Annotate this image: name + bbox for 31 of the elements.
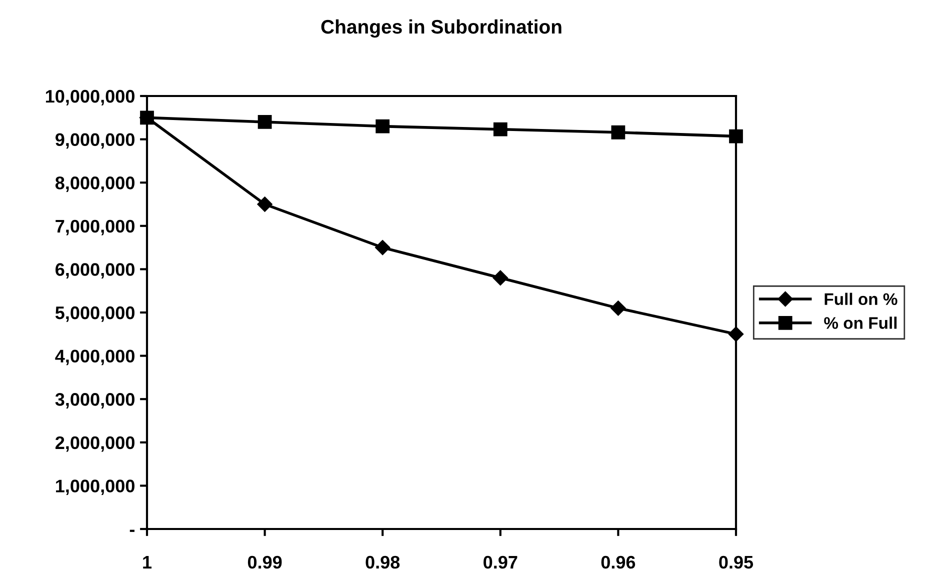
point: [728, 326, 744, 342]
x-tick-label: 0.95: [719, 556, 754, 569]
x-tick-label: 0.96: [601, 556, 636, 569]
y-tick-label: 2,000,000: [56, 436, 134, 452]
x-tick-label: 0.99: [248, 556, 282, 569]
y-tick-label: 10,000,000: [46, 90, 134, 106]
point: [493, 122, 508, 136]
point: [258, 115, 272, 129]
point: [375, 240, 390, 256]
point: [492, 270, 508, 286]
y-tick-label: 9,000,000: [56, 133, 134, 149]
y-tick-label: 5,000,000: [55, 306, 134, 322]
legend-label: % on Full: [824, 316, 897, 329]
y-tick-label: 3,000,000: [55, 393, 134, 408]
x-tick-label: 0.97: [484, 556, 518, 569]
chart-title: Changes in Subordination: [321, 19, 562, 38]
x-tick-label: 1: [143, 556, 152, 568]
x-tick-label: 0.98: [366, 556, 400, 569]
point: [140, 110, 154, 125]
point: [376, 119, 390, 134]
y-tick-label: 7,000,000: [56, 220, 134, 236]
point: [611, 125, 626, 140]
y-tick-label: 1,000,000: [56, 480, 134, 496]
y-tick-label: 4,000,000: [55, 350, 134, 366]
point: [257, 196, 272, 212]
point: [610, 300, 626, 316]
y-tick-label: 6,000,000: [56, 263, 134, 279]
legend-label: Full on %: [824, 292, 898, 306]
point: [729, 129, 743, 144]
y-tick-label: -: [130, 530, 134, 532]
y-tick-label: 8,000,000: [55, 176, 134, 192]
